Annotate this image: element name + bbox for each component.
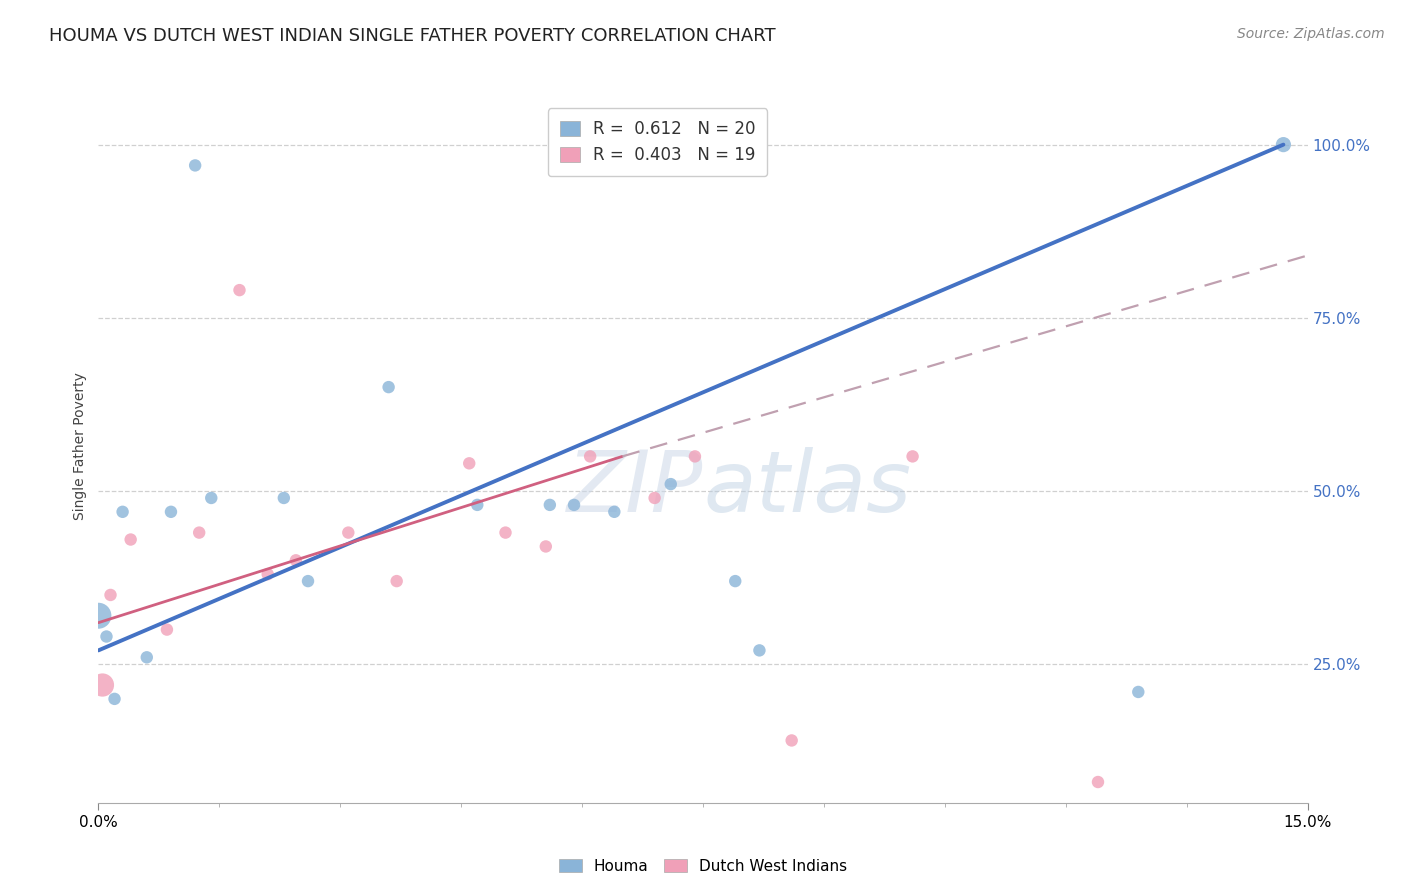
Point — [377, 380, 399, 394]
Point — [284, 553, 307, 567]
Point — [337, 525, 360, 540]
Point — [1128, 685, 1150, 699]
Point — [156, 623, 179, 637]
Point — [160, 505, 183, 519]
Point — [562, 498, 585, 512]
Point — [748, 643, 770, 657]
Point — [228, 283, 250, 297]
Point — [465, 498, 488, 512]
Point — [96, 630, 118, 644]
Point — [1087, 775, 1109, 789]
Point — [184, 158, 207, 172]
Point — [579, 450, 602, 464]
Point — [538, 498, 561, 512]
Point — [120, 533, 142, 547]
Point — [659, 477, 682, 491]
Legend: Houma, Dutch West Indians: Houma, Dutch West Indians — [553, 853, 853, 880]
Text: Source: ZipAtlas.com: Source: ZipAtlas.com — [1237, 27, 1385, 41]
Point — [200, 491, 222, 505]
Point — [724, 574, 747, 588]
Point — [534, 540, 557, 554]
Point — [103, 691, 125, 706]
Point — [1272, 137, 1295, 152]
Legend: R =  0.612   N = 20, R =  0.403   N = 19: R = 0.612 N = 20, R = 0.403 N = 19 — [548, 108, 768, 176]
Text: ZIP: ZIP — [567, 447, 703, 531]
Point — [901, 450, 924, 464]
Text: HOUMA VS DUTCH WEST INDIAN SINGLE FATHER POVERTY CORRELATION CHART: HOUMA VS DUTCH WEST INDIAN SINGLE FATHER… — [49, 27, 776, 45]
Point — [87, 608, 110, 623]
Text: atlas: atlas — [703, 447, 911, 531]
Point — [297, 574, 319, 588]
Point — [135, 650, 157, 665]
Point — [188, 525, 211, 540]
Point — [458, 456, 481, 470]
Y-axis label: Single Father Poverty: Single Father Poverty — [73, 372, 87, 520]
Point — [256, 567, 278, 582]
Point — [100, 588, 122, 602]
Point — [385, 574, 408, 588]
Point — [273, 491, 295, 505]
Point — [91, 678, 114, 692]
Point — [111, 505, 134, 519]
Point — [603, 505, 626, 519]
Point — [780, 733, 803, 747]
Point — [644, 491, 666, 505]
Point — [683, 450, 706, 464]
Point — [495, 525, 517, 540]
